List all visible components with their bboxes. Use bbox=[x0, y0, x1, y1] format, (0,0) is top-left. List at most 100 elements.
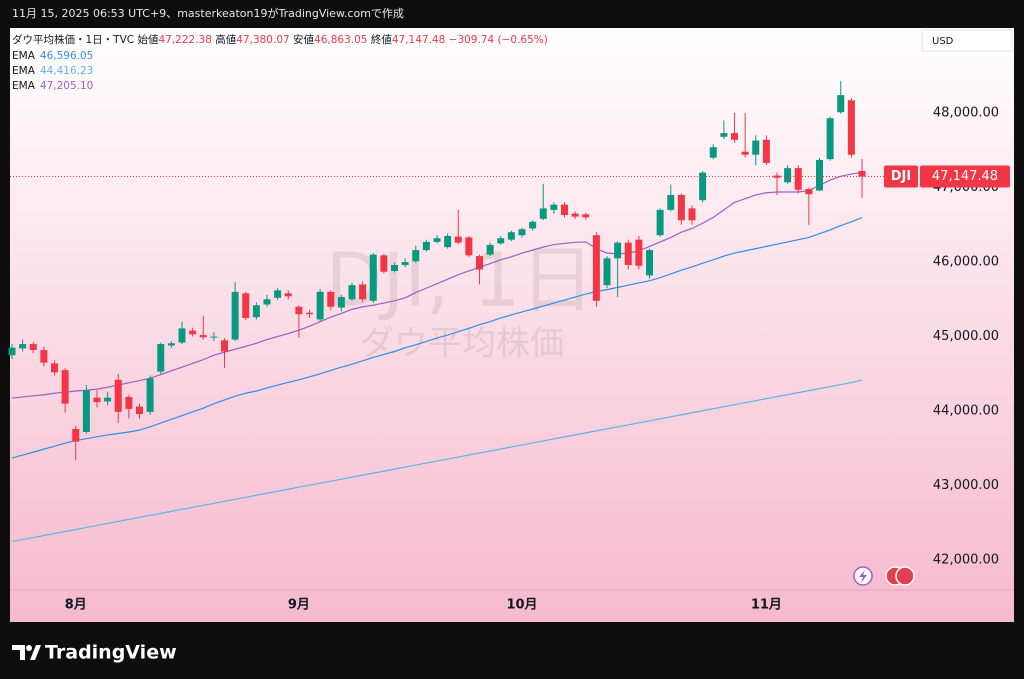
ema-legend: EMA 46,596.05 bbox=[12, 50, 93, 62]
candle-body bbox=[667, 194, 675, 210]
candle-body bbox=[571, 213, 579, 217]
x-tick-label: 8月 bbox=[65, 598, 87, 613]
candle-body bbox=[242, 293, 250, 318]
y-tick-label: 45,000.00 bbox=[933, 329, 999, 344]
candle-body bbox=[104, 397, 112, 402]
high-value: 47,380.07 bbox=[236, 34, 289, 46]
y-tick-label: 43,000.00 bbox=[933, 478, 999, 493]
candle-body bbox=[561, 204, 568, 216]
candle-body bbox=[306, 312, 313, 315]
header: 11月 15, 2025 06:53 UTC+9、masterkeaton19が… bbox=[12, 6, 404, 20]
candle-body bbox=[826, 118, 834, 160]
candle-body bbox=[731, 133, 738, 140]
candle-body bbox=[635, 239, 643, 266]
candle-body bbox=[858, 170, 866, 177]
candle-body bbox=[699, 172, 707, 201]
candle-body bbox=[231, 291, 239, 340]
logo-mark bbox=[26, 645, 32, 651]
candle-body bbox=[348, 285, 356, 300]
price-tag bbox=[920, 165, 1010, 188]
candle-body bbox=[624, 242, 632, 266]
candle-body bbox=[252, 305, 260, 318]
candle-body bbox=[752, 140, 760, 155]
y-tick-label: 48,000.00 bbox=[933, 105, 999, 120]
candle-body bbox=[816, 159, 823, 191]
candle-body bbox=[380, 255, 388, 272]
candle-body bbox=[550, 204, 558, 210]
candle-body bbox=[412, 250, 420, 262]
candle-body bbox=[337, 297, 345, 308]
candle-body bbox=[295, 306, 303, 315]
ema-line bbox=[11, 171, 863, 399]
logo-mark bbox=[12, 645, 25, 660]
candle-body bbox=[72, 429, 80, 442]
candle-body bbox=[359, 284, 367, 300]
candle-body bbox=[316, 291, 324, 320]
price-tag-text: 47,147.48 bbox=[932, 169, 998, 184]
candle-body bbox=[210, 336, 218, 338]
candle-body bbox=[422, 241, 430, 251]
currency: USD bbox=[932, 36, 954, 47]
flag-icon[interactable] bbox=[895, 566, 915, 586]
close-label: 終値 bbox=[371, 33, 392, 46]
y-tick-label: 44,000.00 bbox=[933, 404, 999, 419]
candle-body bbox=[284, 293, 292, 297]
candle-body bbox=[263, 299, 271, 305]
price-tag-symbol bbox=[884, 165, 918, 188]
candle-body bbox=[539, 208, 547, 219]
candle-body bbox=[709, 147, 717, 158]
candle-body bbox=[837, 95, 845, 113]
candle-body bbox=[592, 235, 600, 301]
event-icon-bolt bbox=[859, 570, 867, 583]
candle-body bbox=[221, 340, 228, 352]
candle-body bbox=[93, 397, 101, 403]
ema-value: 44,416.23 bbox=[40, 65, 93, 77]
candle-body bbox=[114, 379, 122, 412]
candle-body bbox=[656, 209, 664, 236]
high-label: 高値 bbox=[215, 33, 236, 46]
candle-body bbox=[327, 291, 335, 307]
candle-body bbox=[847, 100, 855, 155]
x-tick-label: 10月 bbox=[506, 598, 537, 613]
candle-body bbox=[401, 262, 409, 266]
candle-body bbox=[82, 390, 90, 432]
legend-ohlc: ダウ平均株価・1日・TVC 始値47,222.38 高値47,380.07 安値… bbox=[12, 33, 548, 46]
candle-body bbox=[741, 151, 749, 155]
low-label: 安値 bbox=[293, 33, 314, 46]
candle-body bbox=[518, 229, 526, 236]
candle-body bbox=[125, 396, 133, 409]
logo-mark bbox=[30, 645, 41, 660]
candle-body bbox=[136, 406, 143, 415]
candle-body bbox=[497, 238, 505, 244]
candle-body bbox=[582, 214, 590, 218]
candle-body bbox=[476, 256, 483, 270]
candle-body bbox=[178, 328, 186, 343]
low-value: 46,863.05 bbox=[314, 34, 367, 46]
candle-body bbox=[454, 236, 462, 243]
candle-body bbox=[688, 208, 696, 221]
price-tag-symbol-text: DJI bbox=[891, 169, 911, 184]
close-value: 47,147.48 bbox=[392, 34, 445, 46]
ema-line bbox=[11, 379, 863, 543]
candle-body bbox=[773, 175, 781, 178]
open-value: 47,222.38 bbox=[158, 34, 211, 46]
candle-body bbox=[677, 194, 685, 221]
open-label: 始値 bbox=[137, 33, 158, 46]
ema-line bbox=[11, 217, 863, 459]
currency-box[interactable] bbox=[921, 29, 1013, 52]
candle-body bbox=[486, 244, 494, 255]
candle-body bbox=[507, 232, 515, 240]
logo bbox=[12, 645, 41, 660]
candle-body bbox=[762, 139, 770, 163]
candle-body bbox=[167, 343, 175, 346]
candle-body bbox=[805, 188, 813, 195]
x-tick-label: 9月 bbox=[288, 598, 310, 613]
candle-body bbox=[369, 254, 377, 301]
ema-value: 46,596.05 bbox=[40, 50, 93, 62]
candle-body bbox=[465, 237, 473, 256]
ema-legend: EMA 47,205.10 bbox=[12, 80, 93, 92]
footer-logo: TradingView bbox=[45, 642, 177, 664]
ema-value: 47,205.10 bbox=[40, 80, 93, 92]
candle-body bbox=[19, 344, 27, 349]
watermark-sub: ダウ平均株価 bbox=[360, 324, 564, 364]
